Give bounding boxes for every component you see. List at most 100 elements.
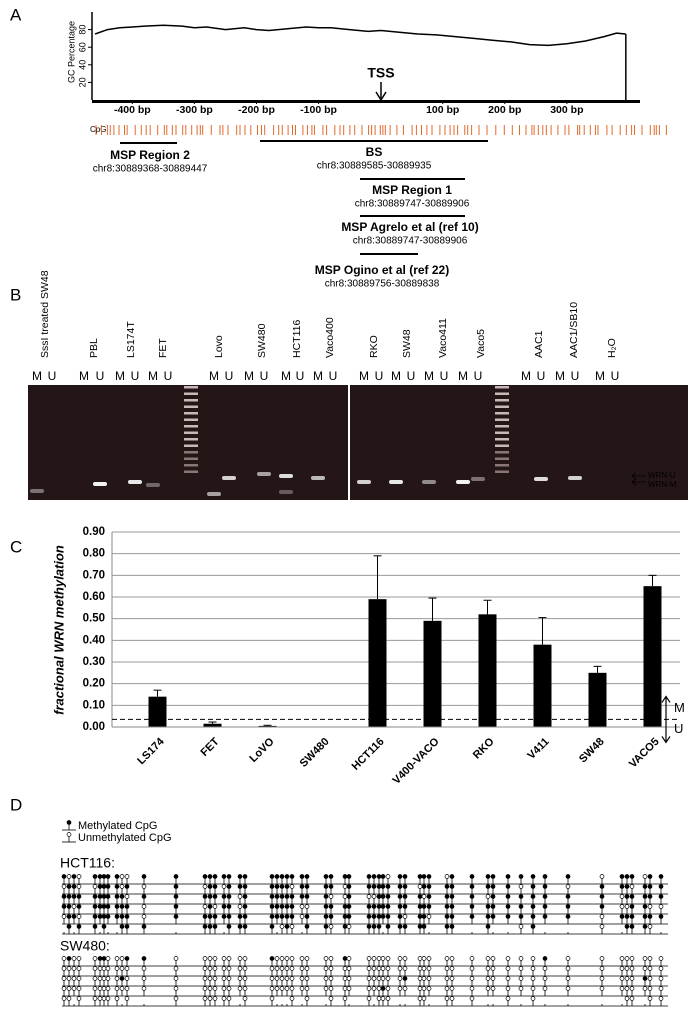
cpg-head [114,966,120,971]
cpg-head [444,914,450,919]
cpg-head [505,874,511,879]
cpg-head [397,986,403,991]
lane-m: M [115,369,125,383]
cpg-head [397,966,403,971]
cpg-head [647,986,653,991]
cpg-head [299,914,305,919]
cpg-head [426,874,432,879]
cpg-head [61,956,67,961]
cpg-head [97,956,103,961]
cpg-head [207,996,213,1001]
cpg-head [101,894,107,899]
cpg-head [518,894,524,899]
cpg-head [426,904,432,909]
cpg-head [328,914,334,919]
cpg-head [397,874,403,879]
cpg-head [647,924,653,929]
cpg-head [242,924,248,929]
cpg-head [385,894,391,899]
cpg-head [530,914,536,919]
cpg-head [279,976,285,981]
cpg-head [328,956,334,961]
cpg-head [105,976,111,981]
cpg-head [124,986,130,991]
cpg-head [542,914,548,919]
cpg-head [599,894,605,899]
cpg-head [299,884,305,889]
ladder-band [184,457,198,460]
cpg-head [274,894,280,899]
cpg-head [97,904,103,909]
gel-band [279,474,293,478]
cpg-head [105,996,111,1001]
panel-label: B [10,285,21,304]
cpg-head [279,894,285,899]
cpg-head [61,986,67,991]
cpg-head [274,914,280,919]
cpg-head [279,914,285,919]
cpg-head [71,986,77,991]
cpg-head [346,894,352,899]
cpg-head [284,924,290,929]
bar [588,672,607,727]
cpg-head [101,986,107,991]
cpg-head [202,924,208,929]
cpg-head [76,904,82,909]
cpg-head [289,956,295,961]
cpg-head [284,976,290,981]
cpg-head [469,904,475,909]
x-tick-label: 300 bp [550,104,583,116]
cpg-head [380,904,386,909]
cpg-head [212,884,218,889]
lane-u: U [571,369,580,383]
cpg-head [385,966,391,971]
cpg-head [97,966,103,971]
cpg-head [237,956,243,961]
cpg-head [323,924,329,929]
cpg-head [202,914,208,919]
cpg-head [385,996,391,1001]
cpg-head [124,924,130,929]
cpg-head [599,976,605,981]
cpg-head [323,986,329,991]
cpg-head [518,874,524,879]
cpg-head [376,956,382,961]
cpg-head [124,914,130,919]
y-tick-label: 0.90 [83,526,105,538]
cpg-head [173,904,179,909]
cpg-head [366,966,372,971]
band-arrow [631,472,646,486]
cpg-head [444,884,450,889]
cpg-head [304,966,310,971]
cpg-head [76,996,82,1001]
cpg-head [342,996,348,1001]
cpg-head [101,996,107,1001]
y-tick-label: 0.20 [83,678,105,690]
cpg-head [92,986,98,991]
cpg-head [202,904,208,909]
cpg-head [397,956,403,961]
cpg-head [202,976,208,981]
cpg-head [323,904,329,909]
cpg-head [124,996,130,1001]
cpg-head [114,996,120,1001]
cpg-head [207,956,213,961]
panel-label: C [10,537,22,556]
cpg-head [105,986,111,991]
cpg-head [212,966,218,971]
cpg-head [237,966,243,971]
gel-band [30,489,44,493]
cpg-head [141,986,147,991]
cpg-head [105,914,111,919]
cpg-head [76,986,82,991]
cpg-head [328,904,334,909]
ladder-band [495,444,509,447]
cpg-head [642,884,648,889]
cpg-head [61,894,67,899]
cpg-head [242,874,248,879]
cpg-head [371,956,377,961]
cpg-head [289,966,295,971]
cpg-head [304,996,310,1001]
cpg-head [658,894,664,899]
cpg-head [304,874,310,879]
